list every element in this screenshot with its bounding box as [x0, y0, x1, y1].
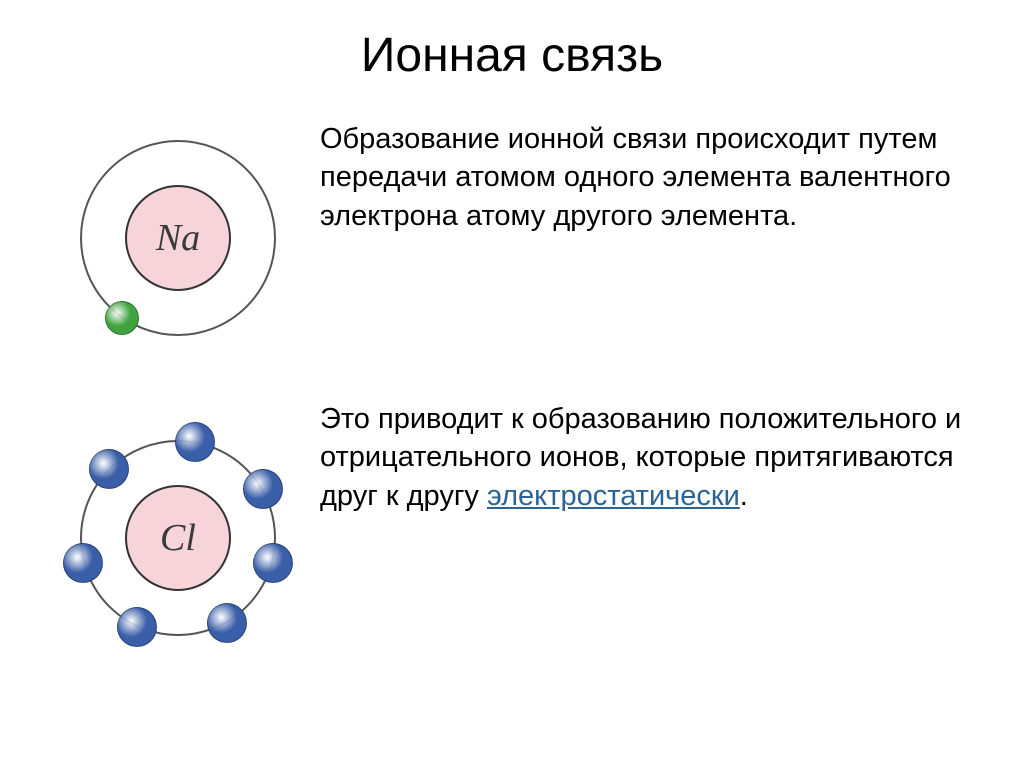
paragraph-1: Образование ионной связи происходит путе…	[320, 120, 984, 235]
nucleus: Na	[125, 185, 231, 291]
electrostatic-link[interactable]: электростатически	[487, 480, 740, 512]
atom-na: Na	[80, 140, 276, 336]
nucleus: Cl	[125, 485, 231, 591]
atom-diagram-area: Na Cl	[30, 110, 310, 730]
electron	[105, 301, 139, 335]
atom-cl: Cl	[80, 440, 276, 636]
paragraph-2-suffix: .	[740, 480, 748, 512]
electron	[89, 449, 129, 489]
page-title: Ионная связь	[0, 28, 1024, 83]
electron	[243, 469, 283, 509]
paragraph-2: Это приводит к образованию положительног…	[320, 400, 984, 515]
electron	[207, 603, 247, 643]
electron	[253, 543, 293, 583]
electron	[117, 607, 157, 647]
electron	[175, 422, 215, 462]
